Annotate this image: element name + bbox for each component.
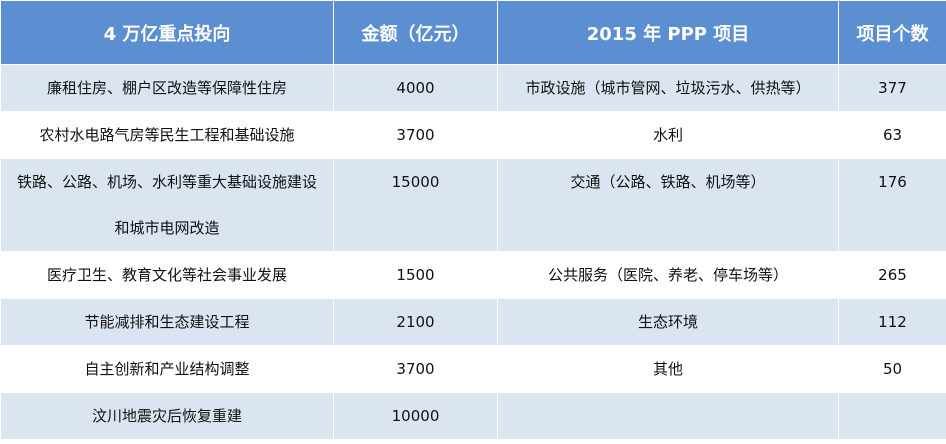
empty-cell bbox=[497, 392, 839, 440]
table-cell: 其他 bbox=[497, 345, 839, 393]
table-cell: 交通（公路、铁路、机场等） bbox=[497, 158, 839, 252]
table-row: 节能减排和生态建设工程 2100 生态环境 112 bbox=[0, 298, 946, 346]
table-row: 农村水电路气房等民生工程和基础设施 3700 水利 63 bbox=[0, 111, 946, 159]
header-cell: 项目个数 bbox=[838, 0, 946, 65]
table-body: 廉租住房、棚户区改造等保障性住房 4000 市政设施（城市管网、垃圾污水、供热等） 3… bbox=[0, 64, 946, 440]
table-cell: 节能减排和生态建设工程 bbox=[0, 298, 334, 346]
table-cell: 176 bbox=[838, 158, 946, 252]
table-cell: 15000 bbox=[333, 158, 498, 252]
table-row: 廉租住房、棚户区改造等保障性住房 4000 市政设施（城市管网、垃圾污水、供热等） 3… bbox=[0, 64, 946, 112]
table-cell: 3700 bbox=[333, 111, 498, 159]
table-cell: 市政设施（城市管网、垃圾污水、供热等） bbox=[497, 64, 839, 112]
table-cell: 112 bbox=[838, 298, 946, 346]
empty-cell bbox=[838, 392, 946, 440]
table-cell: 水利 bbox=[497, 111, 839, 159]
table-cell: 3700 bbox=[333, 345, 498, 393]
table-cell: 农村水电路气房等民生工程和基础设施 bbox=[0, 111, 334, 159]
table-cell: 铁路、公路、机场、水利等重大基础设施建设和城市电网改造 bbox=[0, 158, 334, 252]
table-cell: 10000 bbox=[333, 392, 498, 440]
table-row: 自主创新和产业结构调整 3700 其他 50 bbox=[0, 345, 946, 393]
table-cell: 1500 bbox=[333, 251, 498, 299]
table-row: 铁路、公路、机场、水利等重大基础设施建设和城市电网改造 15000 交通（公路、铁路… bbox=[0, 158, 946, 252]
table-cell: 生态环境 bbox=[497, 298, 839, 346]
table-row: 医疗卫生、教育文化等社会事业发展 1500 公共服务（医院、养老、停车场等） 265 bbox=[0, 251, 946, 299]
table-cell: 2100 bbox=[333, 298, 498, 346]
header-cell: 金额（亿元） bbox=[333, 0, 498, 65]
header-row: 4 万亿重点投向 金额（亿元） 2015 年 PPP 项目 项目个数 bbox=[0, 0, 946, 65]
table-cell: 63 bbox=[838, 111, 946, 159]
table-cell: 自主创新和产业结构调整 bbox=[0, 345, 334, 393]
header-cell: 2015 年 PPP 项目 bbox=[497, 0, 839, 65]
table-cell: 汶川地震灾后恢复重建 bbox=[0, 392, 334, 440]
table-row: 汶川地震灾后恢复重建 10000 bbox=[0, 392, 946, 440]
table-cell: 50 bbox=[838, 345, 946, 393]
table-cell: 医疗卫生、教育文化等社会事业发展 bbox=[0, 251, 334, 299]
table-cell: 377 bbox=[838, 64, 946, 112]
header-cell: 4 万亿重点投向 bbox=[0, 0, 334, 65]
table-cell: 4000 bbox=[333, 64, 498, 112]
table-cell: 公共服务（医院、养老、停车场等） bbox=[497, 251, 839, 299]
table-cell: 265 bbox=[838, 251, 946, 299]
table-cell: 廉租住房、棚户区改造等保障性住房 bbox=[0, 64, 334, 112]
